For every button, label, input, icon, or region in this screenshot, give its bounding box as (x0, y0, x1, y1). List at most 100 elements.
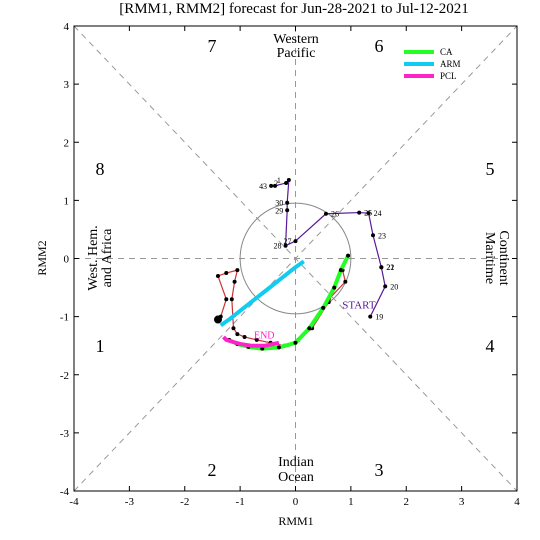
phase-numbers: 1 2 3 4 5 6 7 8 (96, 36, 495, 480)
series-point (332, 285, 337, 290)
phase-label-1: 1 (96, 336, 105, 356)
date-label: 27 (284, 237, 292, 246)
region-top-line2: Pacific (277, 46, 316, 61)
series-point (357, 210, 362, 215)
start-label: START (342, 300, 376, 312)
x-axis-ticks: -4 -3 -2 -1 0 1 2 3 4 (69, 26, 520, 508)
legend-label-pcl: PCL (440, 71, 457, 81)
date-label: 24 (374, 209, 382, 218)
date-label: 1 (277, 176, 281, 185)
series-point (273, 183, 278, 188)
series-line-pcl (222, 335, 280, 348)
x-tick-label: -2 (180, 496, 189, 508)
y-tick-label: 3 (64, 79, 70, 91)
phase-label-5: 5 (486, 159, 495, 179)
series-point (229, 297, 234, 302)
end-label: END (254, 331, 275, 342)
series-point (307, 326, 312, 331)
x-axis-label: RMM1 (278, 514, 313, 528)
date-label: 29 (275, 206, 283, 215)
y-tick-label: -1 (60, 312, 69, 324)
region-bottom-line1: Indian (278, 455, 314, 470)
series-point (371, 233, 376, 238)
phase-label-8: 8 (96, 159, 105, 179)
series-point (285, 208, 290, 213)
series-point (231, 326, 236, 331)
y-tick-label: 2 (64, 137, 70, 149)
phase-label-4: 4 (486, 336, 495, 356)
date-label: 4 (259, 182, 263, 191)
series-point (293, 239, 298, 244)
x-tick-label: 4 (514, 496, 520, 508)
series-point (276, 345, 281, 350)
series-point (215, 273, 220, 278)
phase-label-2: 2 (208, 460, 217, 480)
guide-diagonal-2 (73, 25, 518, 492)
date-label: 30 (275, 199, 283, 208)
phase-label-3: 3 (375, 460, 384, 480)
legend-label-arm: ARM (440, 59, 461, 69)
date-label: 23 (378, 231, 386, 240)
series-point (235, 268, 240, 273)
region-bottom-line2: Ocean (278, 470, 314, 485)
region-labels: Western Pacific Indian Ocean West. Hem. … (86, 32, 511, 485)
series-point (286, 178, 291, 183)
series-point (338, 268, 343, 273)
x-tick-label: 1 (348, 496, 354, 508)
series-point (242, 334, 247, 339)
series-point (285, 200, 290, 205)
series-line-arm (219, 259, 305, 327)
x-tick-label: -3 (125, 496, 135, 508)
series-point (232, 279, 237, 284)
series-point (323, 211, 328, 216)
legend-label-ca: CA (440, 47, 453, 57)
region-right-line1: Maritime (482, 232, 497, 284)
x-tick-label: -1 (236, 496, 245, 508)
date-label: 19 (375, 313, 383, 322)
final-point (213, 315, 222, 324)
series-point (379, 265, 384, 270)
series-arm (219, 259, 305, 327)
series-point (224, 297, 229, 302)
phase-label-6: 6 (375, 36, 384, 56)
region-left-line2: and Africa (100, 228, 115, 287)
series-point (224, 271, 229, 276)
date-label: 2 (274, 179, 278, 188)
series-point (293, 340, 298, 345)
phase-guide-lines (73, 25, 518, 492)
y-tick-label: -4 (60, 486, 70, 498)
date-label: 25 (364, 209, 372, 218)
region-right-line2: Continent (496, 230, 511, 285)
x-tick-label: 0 (293, 496, 299, 508)
series-point (366, 211, 371, 216)
series-pcl (222, 335, 280, 348)
phase-label-7: 7 (208, 36, 217, 56)
y-axis-label: RMM2 (35, 240, 49, 275)
chart-title: [RMM1, RMM2] forecast for Jun-28-2021 to… (119, 1, 469, 17)
series-point (254, 337, 259, 342)
date-label: 28 (274, 242, 282, 251)
region-top-line1: Western (273, 32, 319, 47)
y-tick-label: -3 (60, 428, 70, 440)
series-point (383, 284, 388, 289)
series-point (283, 243, 288, 248)
x-tick-label: 3 (459, 496, 465, 508)
legend: CA ARM PCL (404, 47, 461, 81)
x-tick-label: 2 (404, 496, 410, 508)
unit-circle (239, 202, 352, 315)
date-label: 21 (386, 263, 394, 272)
y-tick-label: 1 (64, 195, 70, 207)
series-point (346, 253, 351, 258)
series-point (235, 332, 240, 337)
date-label: 22 (386, 263, 394, 272)
series-point (321, 305, 326, 310)
date-label: 3 (263, 182, 267, 191)
date-label: 20 (390, 282, 398, 291)
region-left-line1: West. Hem. (86, 225, 101, 290)
series-point (343, 279, 348, 284)
date-label: 26 (331, 210, 339, 219)
